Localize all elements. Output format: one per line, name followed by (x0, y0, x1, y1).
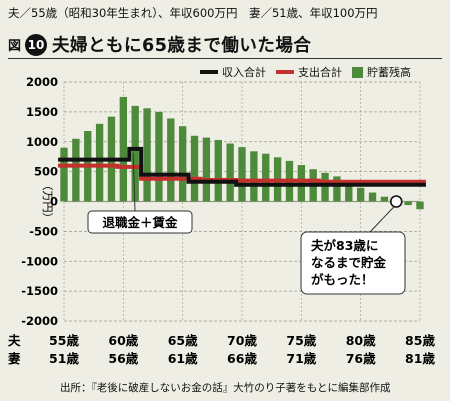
y-tick-label: -2000 (21, 314, 58, 328)
savings-bar (167, 118, 175, 202)
source-footer: 出所：『老後に破産しないお金の話』大竹のり子著をもとに編集部作成 (60, 382, 391, 394)
expense-swatch (276, 70, 294, 74)
x-tick-label: 80歳 (346, 333, 376, 348)
savings-bar (190, 135, 199, 202)
x-tick-label: 55歳 (49, 333, 79, 348)
savings-bar (262, 153, 270, 202)
y-tick-label: 2000 (26, 75, 58, 89)
header-text: 夫／55歳（昭和30年生まれ）、年収600万円 妻／51歳、年収100万円 (8, 6, 378, 20)
y-tick-label: 1000 (26, 135, 58, 149)
legend: 収入合計 支出合計 貯蓄残高 (200, 64, 421, 80)
legend-expense-label: 支出合計 (298, 66, 342, 79)
savings-bar (202, 137, 211, 202)
income-swatch (200, 70, 218, 74)
savings-bar (143, 108, 151, 202)
x-tick-label: 71歳 (286, 351, 316, 366)
legend-savings-label: 貯蓄残高 (367, 66, 411, 79)
savings-bar (345, 181, 353, 202)
figure-label: 図 (8, 39, 22, 54)
annotation-box (87, 210, 193, 234)
x-tick-label: 65歳 (168, 333, 198, 348)
legend-income-label: 収入合計 (222, 66, 266, 79)
chart-title: 夫婦ともに65歳まで働いた場合 (52, 36, 312, 56)
legend-income: 収入合計 (200, 64, 266, 80)
savings-bar (72, 138, 80, 202)
y-tick-label: -1500 (21, 284, 58, 298)
annotation-savings-text: なるまで貯金 (311, 255, 387, 270)
y-unit-label: （万円） (41, 180, 54, 224)
savings-swatch (352, 66, 363, 78)
x-tick-label: 60歳 (108, 333, 138, 348)
savings-bar (404, 201, 412, 206)
x-tick-label: 85歳 (405, 333, 435, 348)
x-tick-label: 81歳 (405, 351, 435, 366)
x-row-label-wife: 妻 (8, 351, 21, 366)
figure-number-badge: 10 (25, 33, 48, 56)
savings-bar (119, 96, 128, 202)
annotation-leader-line (369, 206, 395, 233)
x-tick-label: 56歳 (108, 351, 138, 366)
savings-bar (333, 176, 341, 202)
annotation-box (300, 231, 406, 295)
x-row-label-husband: 夫 (8, 333, 21, 348)
title-divider (8, 58, 442, 59)
savings-bar (356, 187, 365, 202)
savings-bar (226, 143, 234, 202)
savings-bar (178, 126, 187, 202)
y-tick-label: -500 (29, 224, 58, 238)
savings-bar (155, 111, 163, 202)
income-line (58, 146, 426, 187)
x-tick-label: 75歳 (286, 333, 316, 348)
savings-bar (214, 139, 222, 202)
savings-bar (60, 147, 68, 202)
x-tick-label: 70歳 (227, 333, 257, 348)
savings-bar (250, 151, 258, 202)
annotation-savings-text: 夫が83歳に (311, 238, 378, 253)
annotation-marker (389, 195, 403, 208)
legend-savings: 貯蓄残高 (352, 64, 411, 80)
title-row: 図 10 夫婦ともに65歳まで働いた場合 (8, 32, 311, 57)
savings-bar (131, 105, 139, 202)
y-tick-label: -1000 (21, 254, 58, 268)
savings-bar (238, 147, 246, 202)
savings-bar (321, 172, 329, 202)
annotation-leader-line (132, 152, 136, 212)
savings-bar (416, 201, 424, 210)
savings-bar (380, 196, 389, 202)
x-tick-label: 51歳 (49, 351, 79, 366)
x-tick-label: 66歳 (227, 351, 257, 366)
y-tick-label: 1500 (26, 105, 58, 119)
legend-expense: 支出合計 (276, 64, 342, 80)
annotation-retirement-text: 退職金＋賃金 (102, 215, 178, 230)
x-tick-label: 61歳 (168, 351, 198, 366)
annotation-savings-text: がもった！ (311, 272, 374, 287)
savings-bar (95, 123, 104, 202)
y-tick-label: 0 (50, 195, 58, 209)
x-tick-label: 76歳 (346, 351, 376, 366)
savings-bar (368, 192, 377, 202)
y-tick-label: 500 (34, 165, 58, 179)
